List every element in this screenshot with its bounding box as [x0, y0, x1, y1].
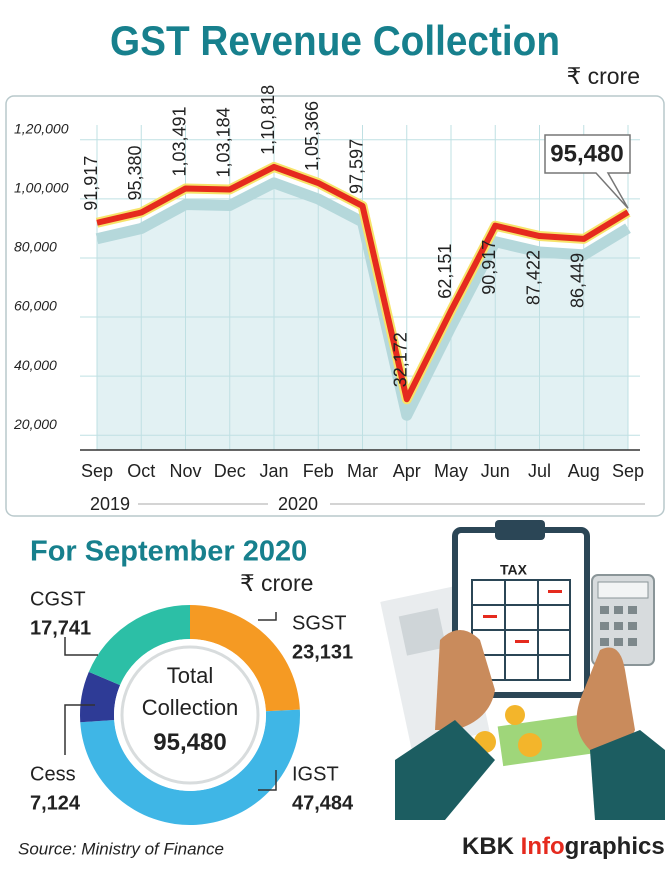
value-label: 95,380	[125, 145, 145, 200]
leader-line	[64, 637, 98, 656]
value-label: 97,597	[346, 139, 366, 194]
value-label: 47,484	[292, 792, 354, 814]
donut-segment	[80, 671, 121, 723]
center-total: 95,480	[153, 729, 227, 756]
value-label: 1,03,184	[214, 107, 234, 177]
value-label: 32,172	[391, 332, 411, 387]
legend-label: IGST	[292, 763, 339, 785]
donut-unit: ₹ crore	[240, 570, 313, 596]
x-tick-label: Sep	[612, 461, 644, 481]
y-tick-label: 60,000	[14, 298, 57, 314]
x-tick-label: Jan	[259, 461, 288, 481]
callout	[544, 134, 631, 209]
source: Source: Ministry of Finance	[18, 839, 224, 858]
donut-segment	[80, 709, 300, 825]
value-label: 91,917	[81, 156, 101, 211]
value-label: 62,151	[435, 244, 455, 299]
value-label: 1,10,818	[258, 85, 278, 155]
y-tick-label: 80,000	[14, 239, 57, 255]
x-tick-label: Mar	[347, 461, 378, 481]
leader-line	[258, 770, 277, 791]
y-tick-label: 20,000	[13, 416, 57, 432]
leader-line	[258, 612, 277, 621]
donut-chart: SGST 23,131 IGST 47,484 Cess 7,124 CGST 17,741	[30, 588, 354, 825]
x-tick-label: Feb	[303, 461, 334, 481]
y-tick-label: 1,00,000	[14, 180, 69, 196]
year-label: 2019	[90, 494, 130, 514]
year-label: 2020	[278, 494, 318, 514]
x-tick-label: Oct	[127, 461, 155, 481]
page-title: GST Revenue Collection	[110, 17, 560, 64]
leader-line	[64, 704, 95, 755]
line-chart: 20,000 40,000 60,000 80,000 1,00,000 1,20,000…	[13, 85, 645, 514]
brand-part: graphics	[565, 833, 665, 860]
brand-part: Info	[521, 833, 565, 860]
tax-label: TAX	[500, 562, 528, 578]
inner-circle	[120, 645, 260, 785]
x-tick-label: Jun	[481, 461, 510, 481]
brand: KBK Infographics	[462, 833, 665, 860]
x-tick-label: May	[434, 461, 468, 481]
line	[96, 163, 630, 403]
frame	[5, 95, 665, 517]
x-tick-label: Nov	[169, 461, 201, 481]
x-tick-label: Apr	[393, 461, 421, 481]
value-label: 23,131	[292, 641, 353, 663]
value-label: 87,422	[523, 250, 543, 305]
value-label: 17,741	[30, 617, 91, 639]
x-tick-label: Sep	[81, 461, 113, 481]
brand-part: KBK	[462, 833, 521, 860]
value-label: 1,03,491	[169, 106, 189, 176]
y-tick-label: 1,20,000	[14, 120, 69, 136]
donut-title: For September 2020	[30, 536, 307, 568]
callout-label: 95,480	[550, 140, 623, 167]
x-tick-label: Dec	[214, 461, 246, 481]
donut-segment	[88, 605, 190, 686]
x-tick-label: Aug	[568, 461, 600, 481]
donut-segment	[190, 605, 300, 712]
illustration: TAX	[380, 520, 665, 820]
legend-label: SGST	[292, 612, 346, 634]
y-tick-label: 40,000	[14, 357, 57, 373]
value-label: 7,124	[30, 792, 81, 814]
value-label: 1,05,366	[302, 101, 322, 171]
center-label: Total Collection	[141, 663, 239, 720]
x-tick-label: Jul	[528, 461, 551, 481]
value-label: 86,449	[568, 253, 588, 308]
legend-label: Cess	[30, 763, 76, 785]
value-label: 90,917	[479, 240, 499, 295]
unit: ₹ crore	[567, 63, 640, 89]
legend-label: CGST	[30, 588, 86, 610]
